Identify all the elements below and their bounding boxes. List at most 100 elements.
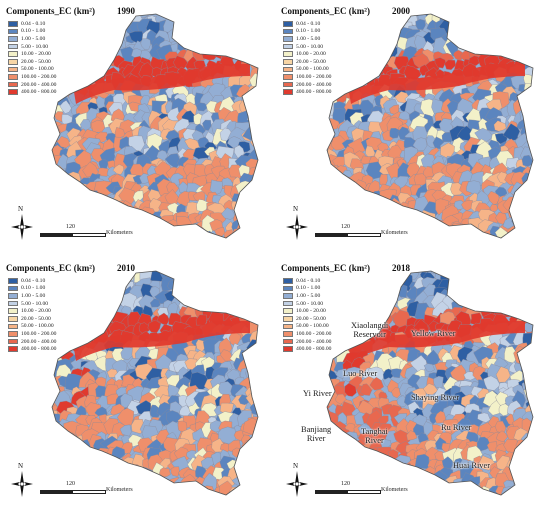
county-polygon [327, 351, 333, 365]
legend-swatch [283, 323, 293, 330]
county-polygon [341, 184, 356, 194]
county-polygon [365, 210, 383, 226]
yellow-river-corridor [349, 64, 525, 104]
legend-item: 1.00 - 5.00 [8, 35, 56, 43]
legend-label: 0.04 - 0.10 [296, 20, 321, 27]
county-polygon [440, 271, 455, 274]
county-polygon [245, 199, 258, 215]
panel-year: 2010 [116, 263, 135, 273]
county-polygon [365, 37, 383, 54]
county-polygon [396, 395, 408, 407]
county-polygon [507, 296, 519, 308]
county-polygon [476, 295, 498, 314]
county-polygon [458, 271, 473, 282]
county-polygon [172, 484, 191, 495]
north-label: N [18, 205, 24, 213]
legend-label: 10.00 - 20.00 [21, 51, 51, 58]
river-label-huai: Huai River [453, 461, 490, 470]
county-polygon [401, 212, 412, 223]
county-polygon [75, 271, 88, 285]
legend-swatch [283, 331, 293, 337]
county-polygon [369, 54, 383, 72]
county-polygon [452, 487, 468, 495]
county-polygon [86, 202, 104, 217]
county-polygon [335, 73, 348, 85]
county-polygon [219, 31, 232, 43]
county-polygon [205, 276, 226, 294]
county-polygon [333, 295, 351, 311]
county-polygon [387, 466, 397, 477]
legend-item: 50.00 - 100.00 [8, 323, 56, 331]
county-polygon [52, 213, 64, 233]
legend-item: 50.00 - 100.00 [8, 66, 56, 74]
county-polygon [424, 271, 438, 272]
legend-item: 20.00 - 50.00 [283, 58, 331, 66]
county-polygon [105, 30, 117, 42]
county-polygon [327, 458, 330, 473]
legend-label: 0.10 - 1.00 [21, 28, 46, 35]
county-polygon [516, 48, 531, 60]
county-polygon [334, 39, 346, 51]
county-polygon [215, 294, 228, 307]
county-polygon [229, 14, 248, 19]
county-polygon [149, 404, 161, 419]
county-polygon [184, 14, 199, 27]
county-polygon [365, 35, 379, 48]
county-polygon [176, 14, 191, 28]
county-polygon [475, 289, 489, 304]
county-polygon [58, 286, 70, 298]
county-polygon [152, 218, 167, 237]
county-polygon [234, 36, 245, 48]
county-polygons [52, 271, 258, 495]
legend-label: 200.00 - 400.00 [296, 81, 332, 88]
county-polygon [64, 274, 81, 290]
county-polygon [61, 322, 77, 339]
legend-label: 0.04 - 0.10 [21, 277, 46, 284]
legend-swatch [283, 89, 293, 95]
county-polygon [344, 470, 356, 481]
legend-item: 20.00 - 50.00 [8, 315, 56, 323]
county-polygon [94, 21, 105, 31]
county-polygon [495, 366, 511, 383]
legend-swatch [8, 74, 18, 80]
county-polygon [511, 198, 525, 215]
county-polygon [167, 484, 185, 495]
county-polygon [461, 200, 474, 212]
county-polygon [95, 211, 106, 223]
county-polygon [333, 303, 348, 318]
county-polygon [212, 271, 229, 277]
county-polygon [412, 471, 424, 481]
county-polygon [455, 226, 473, 238]
county-polygon [378, 37, 395, 52]
county-polygon [52, 456, 55, 472]
county-polygon [228, 17, 242, 31]
county-polygon [316, 398, 327, 410]
county-polygon [431, 271, 445, 276]
river-label-yi: Yi River [303, 389, 332, 398]
legend-item: 50.00 - 100.00 [283, 66, 331, 74]
county-polygon [246, 108, 258, 123]
county-polygon [486, 441, 498, 452]
county-polygon [86, 289, 101, 303]
county-polygon [58, 190, 73, 207]
county-polygon [93, 468, 105, 482]
county-polygon [450, 14, 463, 27]
county-polygon [504, 271, 516, 280]
county-polygon [489, 38, 500, 52]
county-polygon [513, 474, 531, 493]
legend-item: 400.00 - 800.00 [8, 345, 56, 353]
province-outline [51, 270, 259, 496]
panel-title-text: Components_EC (km²) [6, 6, 95, 16]
legend-label: 200.00 - 400.00 [296, 338, 332, 345]
county-polygon [502, 14, 519, 28]
legend-label: 20.00 - 50.00 [296, 315, 326, 322]
county-polygon [493, 40, 508, 54]
county-polygon [477, 412, 491, 423]
county-polygon [454, 200, 465, 210]
county-polygon [361, 193, 372, 203]
legend-swatch [8, 285, 18, 292]
county-polygon [184, 31, 199, 48]
legend-item: 200.00 - 400.00 [8, 81, 56, 89]
county-polygon [458, 14, 470, 26]
county-polygon [251, 440, 258, 451]
